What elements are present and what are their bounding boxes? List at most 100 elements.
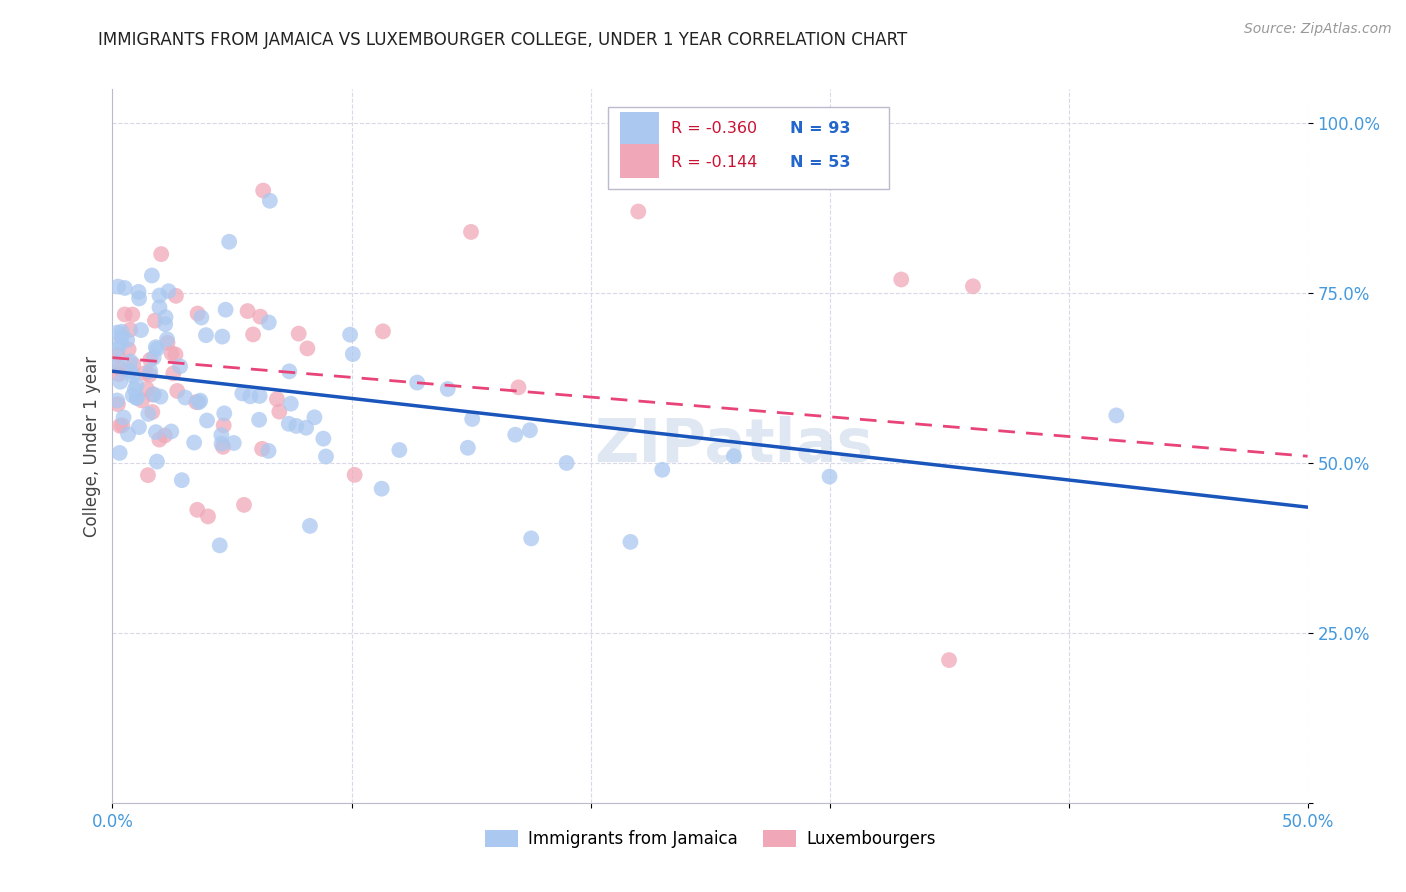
Point (117, 427, 139, 442)
Point (129, 323, 152, 337)
Point (131, 393, 153, 408)
FancyBboxPatch shape (620, 145, 658, 178)
Point (242, 327, 264, 342)
Point (128, 285, 150, 299)
Point (148, 433, 170, 447)
Point (297, 342, 319, 356)
Y-axis label: College, Under 1 year: College, Under 1 year (83, 355, 101, 537)
Point (406, 376, 429, 390)
Point (188, 393, 211, 408)
Point (436, 382, 458, 396)
Point (142, 387, 165, 401)
Point (125, 378, 148, 392)
Point (156, 332, 179, 346)
Point (166, 384, 188, 398)
Point (520, 532, 543, 546)
Point (122, 358, 145, 372)
Point (155, 317, 177, 331)
Point (212, 440, 235, 454)
Point (186, 503, 208, 517)
Point (128, 292, 150, 306)
Text: Source: ZipAtlas.com: Source: ZipAtlas.com (1244, 22, 1392, 37)
Point (249, 389, 271, 403)
Point (108, 361, 131, 376)
Point (111, 325, 134, 339)
Point (277, 417, 299, 431)
Point (162, 367, 184, 381)
Point (211, 329, 233, 343)
Point (505, 427, 527, 442)
Point (169, 359, 191, 374)
Point (145, 425, 167, 439)
Point (209, 428, 232, 442)
Point (121, 388, 143, 402)
Point (139, 364, 162, 378)
Point (651, 463, 673, 477)
Point (818, 469, 841, 483)
Point (170, 473, 193, 487)
Point (231, 386, 253, 401)
Point (278, 364, 301, 378)
Point (160, 425, 183, 439)
Point (125, 391, 148, 405)
Point (371, 324, 394, 338)
Point (239, 389, 262, 403)
Point (117, 343, 139, 357)
Point (214, 406, 236, 420)
Point (138, 368, 160, 382)
Text: R = -0.360: R = -0.360 (671, 121, 756, 136)
Point (461, 412, 484, 426)
Point (187, 395, 209, 409)
Point (457, 441, 479, 455)
Point (249, 310, 271, 324)
Point (186, 395, 208, 409)
Point (165, 289, 187, 303)
Point (110, 336, 132, 351)
Point (105, 348, 128, 362)
Point (142, 387, 165, 401)
Point (218, 235, 240, 249)
Point (149, 390, 172, 404)
Point (252, 184, 274, 198)
Point (257, 443, 280, 458)
Point (298, 519, 321, 533)
Point (247, 413, 270, 427)
Point (269, 404, 291, 418)
Point (136, 468, 159, 483)
Point (114, 308, 136, 322)
Point (1105, 409, 1128, 423)
Point (280, 397, 302, 411)
Point (128, 420, 150, 434)
Point (343, 467, 366, 482)
Point (121, 368, 143, 383)
Point (156, 335, 179, 350)
Point (183, 435, 205, 450)
Point (460, 225, 482, 239)
Point (211, 436, 233, 450)
FancyBboxPatch shape (620, 112, 658, 146)
Point (112, 410, 135, 425)
Point (212, 418, 235, 433)
Point (105, 356, 128, 370)
Point (108, 418, 131, 433)
Point (146, 342, 169, 356)
Point (342, 347, 364, 361)
Point (259, 194, 281, 208)
Point (134, 366, 156, 380)
Point (174, 391, 197, 405)
Text: ZIPatlas: ZIPatlas (595, 417, 873, 475)
Point (388, 442, 411, 457)
Point (143, 313, 166, 327)
Point (124, 383, 146, 397)
Point (222, 436, 245, 450)
Text: R = -0.144: R = -0.144 (671, 155, 756, 170)
Point (115, 333, 138, 347)
Point (723, 449, 745, 463)
Point (139, 352, 162, 367)
FancyBboxPatch shape (609, 107, 889, 189)
Point (187, 306, 209, 320)
Point (519, 423, 541, 437)
Point (111, 330, 134, 344)
Point (190, 310, 212, 325)
Point (155, 310, 177, 325)
